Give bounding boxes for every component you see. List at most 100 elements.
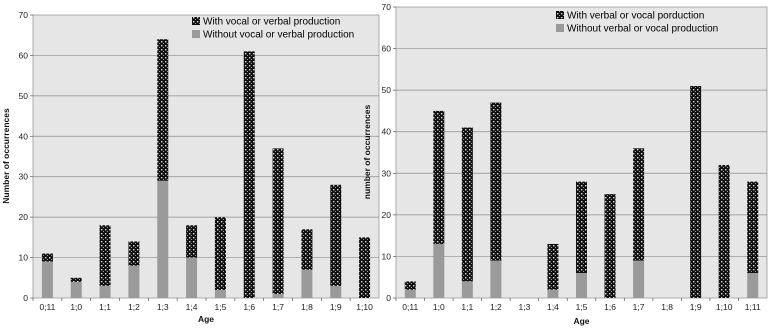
legend-swatch	[192, 17, 200, 25]
x-tick-label: 1;0	[70, 302, 82, 312]
plot-area	[32, 14, 380, 299]
bar-segment-without	[747, 273, 759, 298]
bar-segment-with	[301, 229, 313, 270]
y-tick-label: 20	[382, 210, 392, 220]
bar-segment-with	[41, 253, 53, 262]
bar-segment-with	[404, 281, 416, 290]
bar-segment-without	[633, 260, 645, 298]
bar-segment-without	[186, 257, 198, 298]
x-axis-title: Age	[573, 316, 589, 326]
x-tick-label: 1;1	[461, 302, 473, 312]
bar-segment-without	[214, 289, 226, 298]
bar-segment-with	[186, 225, 198, 258]
x-tick-label: 1;8	[301, 302, 313, 312]
x-tick-label: 1;3	[157, 302, 169, 312]
x-tick-label: 1;7	[633, 302, 645, 312]
y-tick-label: 50	[19, 91, 29, 101]
y-tick-label: 30	[19, 172, 29, 182]
bar-segment-with	[214, 217, 226, 290]
x-tick-label: 1;9	[330, 302, 342, 312]
y-tick-label: 20	[19, 212, 29, 222]
y-tick-label: 50	[382, 85, 392, 95]
y-tick-label: 10	[19, 253, 29, 263]
bar-segment-with	[272, 148, 284, 294]
legend-swatch	[556, 11, 564, 19]
x-tick-label: 1;10	[356, 302, 373, 312]
x-tick-label: 1;5	[576, 302, 588, 312]
x-tick-label: 1;5	[215, 302, 227, 312]
y-tick-label: 60	[19, 50, 29, 60]
legend-label: Without vocal or verbal production	[203, 30, 354, 41]
bar-segment-without	[547, 289, 559, 298]
x-tick-label: 1;2	[128, 302, 140, 312]
y-tick-label: 70	[382, 2, 392, 12]
x-tick-label: 1;6	[243, 302, 255, 312]
bar-segment-with	[330, 184, 342, 286]
x-tick-label: 1;6	[604, 302, 616, 312]
x-tick-label: 1;0	[433, 302, 445, 312]
bar-segment-with	[157, 39, 169, 181]
y-tick-label: 0	[23, 293, 28, 303]
bar-segment-without	[301, 269, 313, 298]
x-tick-label: 1;3	[519, 302, 531, 312]
bar-segment-without	[70, 281, 82, 298]
bar-segment-with	[359, 237, 371, 298]
legend-swatch	[556, 24, 564, 32]
bar-segment-without	[490, 260, 502, 298]
y-tick-label: 60	[382, 44, 392, 54]
bar-segment-without	[272, 293, 284, 298]
bar-segment-with	[99, 225, 111, 286]
legend-label: With vocal or verbal production	[203, 17, 340, 28]
x-tick-label: 1;10	[716, 302, 733, 312]
bar-segment-without	[99, 285, 111, 298]
bar-segment-without	[404, 289, 416, 298]
bar-segment-with	[243, 51, 255, 299]
x-tick-label: 1;4	[186, 302, 198, 312]
legend-label: With verbal or vocal porduction	[567, 11, 704, 22]
bar-segment-without	[41, 261, 53, 298]
chart-2: 0 10 20 30 40 50 60 70 0;11 1;0 1;1 1;2 1;3 1;4 1;5 1;6…	[362, 2, 768, 326]
bar-segment-with	[718, 164, 730, 298]
x-tick-label: 1;8	[661, 302, 673, 312]
x-tick-label: 1;1	[99, 302, 111, 312]
bar-segment-with	[461, 127, 473, 282]
y-axis-title: Number of occurrences	[1, 108, 11, 204]
bar-segment-with	[690, 85, 702, 298]
bar-segment-with	[604, 194, 616, 298]
legend-label: Without verbal or vocal production	[567, 24, 718, 35]
legend: With verbal or vocal porduction Without v…	[556, 11, 718, 35]
bar-segment-without	[157, 180, 169, 298]
bar-segment-with	[576, 181, 587, 274]
x-axis-title: Age	[198, 314, 214, 324]
bar-segment-with	[747, 181, 759, 274]
x-tick-label: 1;11	[745, 302, 761, 312]
bar-segment-with	[70, 277, 82, 282]
bar-segment-with	[490, 102, 502, 261]
y-tick-label: 30	[382, 168, 392, 178]
y-tick-label: 40	[19, 131, 29, 141]
bar-segment-with	[547, 243, 559, 290]
x-tick-label: 1;9	[690, 302, 702, 312]
bar-segment-with	[128, 241, 140, 266]
bar-segment-with	[433, 110, 445, 244]
chart-1: 0 10 20 30 40 50 60 70 0;11 1;0 1;1 1;2 1;3 1;4 1;5 1;6…	[1, 10, 380, 324]
y-tick-label: 70	[19, 10, 29, 20]
y-tick-label: 0	[386, 293, 391, 303]
y-tick-label: 40	[382, 127, 392, 137]
bar-segment-without	[576, 273, 587, 298]
x-tick-label: 1;4	[547, 302, 559, 312]
bar-segment-without	[461, 281, 473, 298]
x-tick-label: 0;11	[402, 302, 418, 312]
bar-segment-with	[633, 148, 645, 261]
bar-segment-without	[128, 265, 140, 298]
bar-segment-without	[330, 285, 342, 298]
x-tick-label: 1;2	[490, 302, 502, 312]
bar-segment-without	[433, 243, 445, 298]
y-axis-title: number of occurrences	[362, 104, 372, 199]
x-tick-label: 0;11	[39, 302, 55, 312]
legend-swatch	[192, 30, 200, 38]
x-tick-label: 1;7	[272, 302, 284, 312]
legend: With vocal or verbal production Without v…	[192, 17, 354, 41]
y-tick-label: 10	[382, 251, 392, 261]
